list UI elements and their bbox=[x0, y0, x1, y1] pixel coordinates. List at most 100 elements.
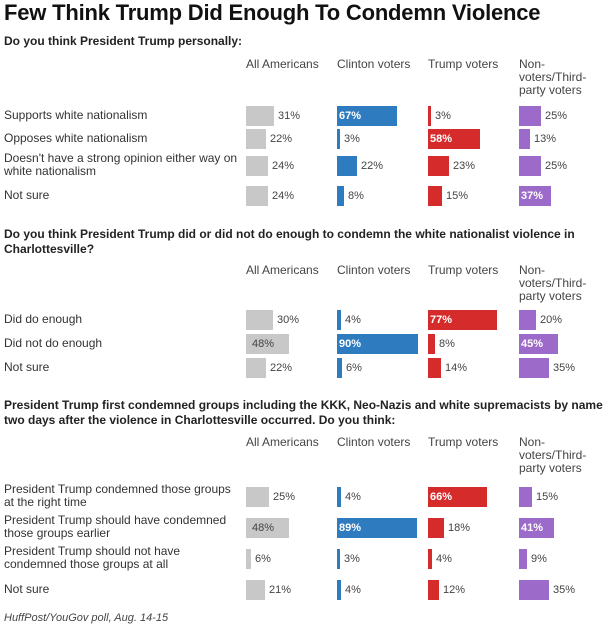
column-header: All Americans bbox=[246, 57, 319, 71]
bar-value-label: 66% bbox=[430, 491, 453, 503]
bar-value-label: 67% bbox=[339, 110, 362, 122]
column-header: All Americans bbox=[246, 435, 319, 449]
bar bbox=[337, 129, 340, 149]
bar bbox=[246, 549, 251, 569]
bar-value-label: 21% bbox=[269, 584, 292, 596]
bar bbox=[246, 310, 273, 330]
bar-value-label: 12% bbox=[443, 584, 466, 596]
column-header: Non-voters/Third-party voters bbox=[519, 57, 587, 97]
bar-value-label: 24% bbox=[272, 160, 295, 172]
row-label: Supports white nationalism bbox=[4, 108, 148, 122]
bar bbox=[246, 186, 268, 206]
row-label: President Trump should not have condemne… bbox=[4, 544, 181, 571]
bar-value-label: 25% bbox=[273, 491, 296, 503]
bar bbox=[337, 518, 417, 538]
column-header: Non-voters/Third-party voters bbox=[519, 435, 587, 475]
bar bbox=[337, 549, 340, 569]
bar bbox=[337, 358, 342, 378]
row-label: Not sure bbox=[4, 360, 50, 374]
bar bbox=[428, 129, 480, 149]
bar bbox=[337, 334, 418, 354]
bar-value-label: 22% bbox=[270, 362, 293, 374]
bar-value-label: 89% bbox=[339, 522, 362, 534]
bar-value-label: 20% bbox=[540, 314, 563, 326]
bar-value-label: 22% bbox=[361, 160, 384, 172]
bar bbox=[246, 518, 289, 538]
question-3: President Trump first condemned groups i… bbox=[4, 398, 603, 427]
bar bbox=[246, 487, 269, 507]
question-1: Do you think President Trump personally: bbox=[4, 34, 243, 48]
bar bbox=[519, 549, 527, 569]
bar-value-label: 35% bbox=[553, 362, 576, 374]
column-header: Clinton voters bbox=[337, 263, 411, 277]
bar-value-label: 35% bbox=[553, 584, 576, 596]
bar-value-label: 15% bbox=[536, 491, 559, 503]
bar bbox=[246, 358, 266, 378]
bar bbox=[428, 487, 487, 507]
bar bbox=[246, 106, 274, 126]
row-label: Not sure bbox=[4, 582, 50, 596]
bar bbox=[519, 129, 530, 149]
bar bbox=[246, 334, 289, 354]
bar bbox=[337, 580, 341, 600]
bar bbox=[519, 580, 549, 600]
column-header: Trump voters bbox=[428, 435, 499, 449]
bar-value-label: 3% bbox=[344, 553, 360, 565]
row-label: President Trump should have condemned th… bbox=[4, 513, 227, 540]
bar bbox=[428, 580, 439, 600]
bar-value-label: 3% bbox=[344, 133, 360, 145]
bar bbox=[428, 334, 435, 354]
column-header: Clinton voters bbox=[337, 435, 411, 449]
bar bbox=[428, 549, 432, 569]
bar bbox=[519, 186, 551, 206]
bar-value-label: 22% bbox=[270, 133, 293, 145]
bar-value-label: 14% bbox=[445, 362, 468, 374]
bar bbox=[428, 310, 497, 330]
bar bbox=[337, 186, 344, 206]
bar bbox=[337, 487, 341, 507]
bar bbox=[337, 106, 397, 126]
bar-value-label: 8% bbox=[348, 190, 364, 202]
column-header: Non-voters/Third-party voters bbox=[519, 263, 587, 303]
bar bbox=[519, 310, 536, 330]
column-header: Trump voters bbox=[428, 263, 499, 277]
source-note: HuffPost/YouGov poll, Aug. 14-15 bbox=[4, 612, 169, 624]
row-label: President Trump condemned those groups a… bbox=[4, 482, 231, 509]
bar-value-label: 25% bbox=[545, 160, 568, 172]
question-2: Do you think President Trump did or did … bbox=[4, 227, 575, 256]
bar-value-label: 4% bbox=[345, 314, 361, 326]
bar bbox=[428, 518, 444, 538]
bar-value-label: 48% bbox=[252, 522, 275, 534]
bar-value-label: 25% bbox=[545, 110, 568, 122]
bar-value-label: 8% bbox=[439, 338, 455, 350]
bar bbox=[519, 518, 554, 538]
bar-value-label: 24% bbox=[272, 190, 295, 202]
bar bbox=[337, 156, 357, 176]
bar bbox=[246, 129, 266, 149]
bar bbox=[519, 487, 532, 507]
column-header: Trump voters bbox=[428, 57, 499, 71]
bar bbox=[519, 106, 541, 126]
bar-value-label: 4% bbox=[436, 553, 452, 565]
bar-value-label: 3% bbox=[435, 110, 451, 122]
bar-value-label: 15% bbox=[446, 190, 469, 202]
bar-value-label: 6% bbox=[255, 553, 271, 565]
bar-value-label: 48% bbox=[252, 338, 275, 350]
bar-value-label: 9% bbox=[531, 553, 547, 565]
bar-value-label: 41% bbox=[521, 522, 544, 534]
bar bbox=[428, 358, 441, 378]
bar-value-label: 37% bbox=[521, 190, 544, 202]
bar bbox=[519, 156, 541, 176]
bar bbox=[428, 186, 442, 206]
row-label: Opposes white nationalism bbox=[4, 131, 148, 145]
bar-value-label: 30% bbox=[277, 314, 300, 326]
column-header: All Americans bbox=[246, 263, 319, 277]
row-label: Did do enough bbox=[4, 312, 83, 326]
bar bbox=[246, 580, 265, 600]
bar bbox=[337, 310, 341, 330]
bar-value-label: 90% bbox=[339, 338, 362, 350]
row-label: Not sure bbox=[4, 188, 50, 202]
row-label: Did not do enough bbox=[4, 336, 103, 350]
bar-value-label: 6% bbox=[346, 362, 362, 374]
